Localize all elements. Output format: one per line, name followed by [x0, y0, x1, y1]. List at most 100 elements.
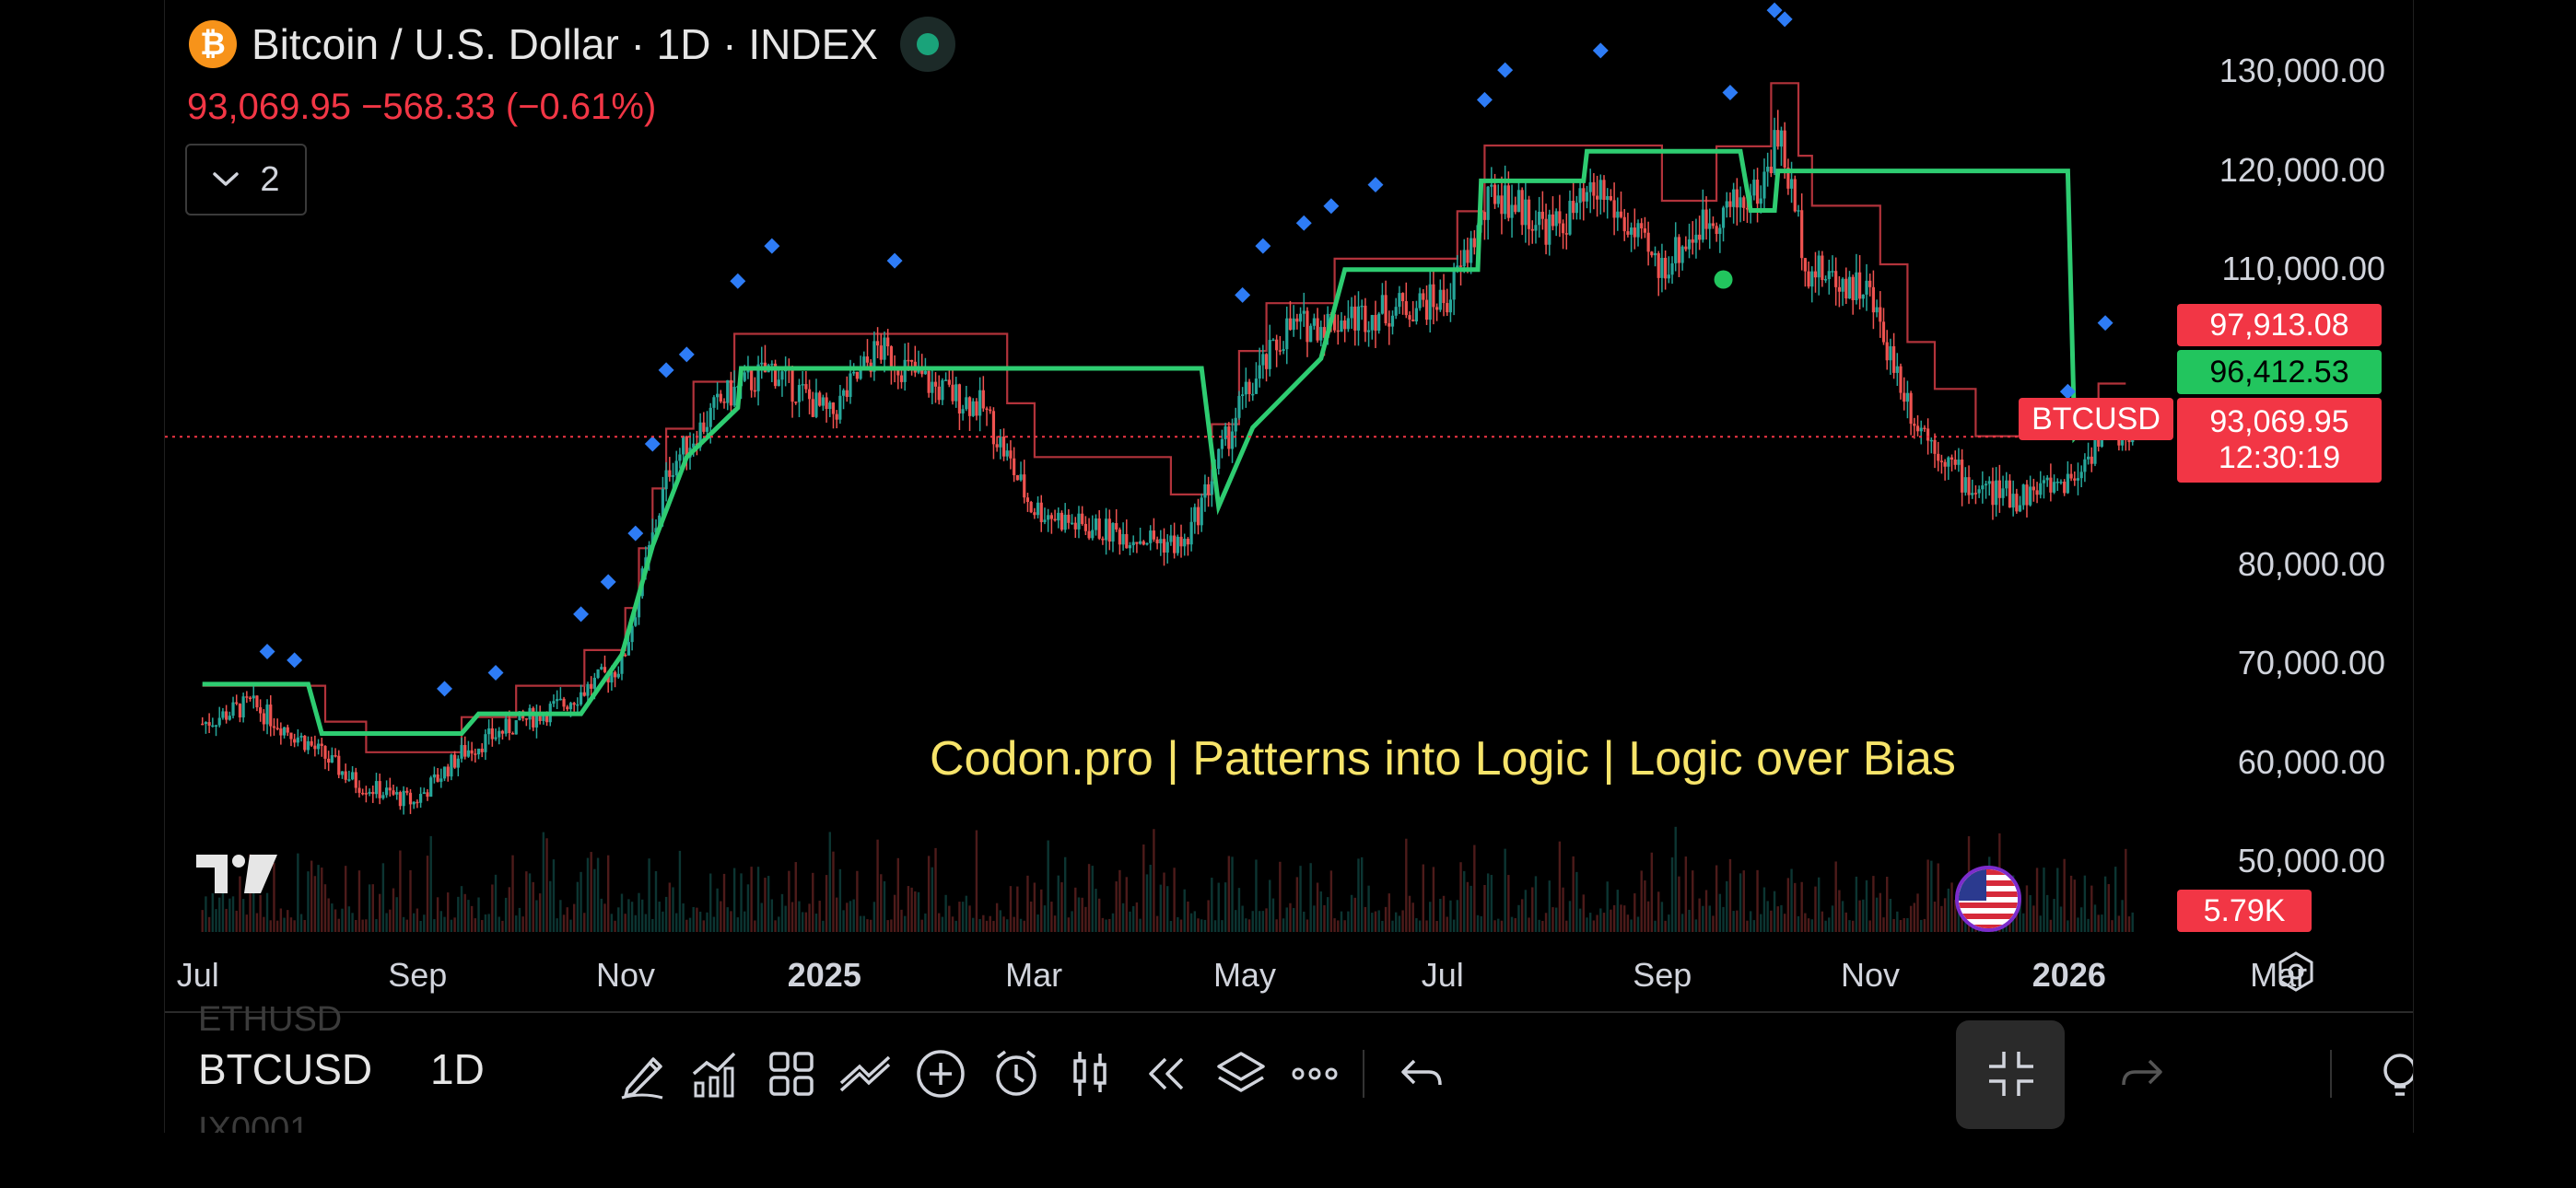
candle-body	[330, 755, 334, 763]
chart-frame[interactable]: ₿ Bitcoin / U.S. Dollar · 1D · INDEX 93,…	[164, 0, 2414, 1133]
volume-bar	[419, 920, 422, 932]
candle-body	[1847, 276, 1852, 299]
volume-bar	[1742, 870, 1745, 932]
candle-body	[668, 470, 672, 477]
volume-bar	[413, 913, 416, 932]
price-chart[interactable]	[165, 0, 2413, 1011]
candle-body	[592, 678, 596, 689]
volume-bar	[876, 839, 879, 932]
symbol-header[interactable]: ₿ Bitcoin / U.S. Dollar · 1D · INDEX	[189, 17, 955, 72]
signal-marker	[600, 574, 616, 590]
volume-bar	[1575, 871, 1578, 932]
volume-bar	[620, 893, 624, 932]
more-icon[interactable]	[1287, 1046, 1342, 1101]
volume-bar	[1384, 906, 1388, 932]
layout-grid-icon[interactable]	[764, 1046, 819, 1101]
volume-bar	[1504, 848, 1506, 932]
volume-bar	[1221, 920, 1224, 932]
candle-body	[374, 781, 379, 795]
candle-body	[886, 337, 890, 347]
volume-bar	[1810, 919, 1813, 932]
volume-bar	[1510, 916, 1514, 932]
candle-body	[1885, 342, 1889, 361]
candle-body	[2039, 483, 2043, 495]
candle-body	[1715, 226, 1718, 235]
volume-bar	[1442, 895, 1446, 932]
candle-body	[347, 779, 351, 781]
candle-body	[313, 745, 317, 750]
volume-bar	[1023, 920, 1025, 932]
undo-icon[interactable]	[1394, 1046, 1449, 1101]
candle-body	[426, 792, 429, 798]
indicators-icon[interactable]	[688, 1046, 744, 1101]
redo-icon[interactable]	[2114, 1046, 2170, 1101]
candle-body	[1520, 190, 1524, 226]
price-axis-label: 70,000.00	[2237, 644, 2385, 682]
chart-settings-icon[interactable]	[2275, 950, 2317, 993]
collapse-icon[interactable]	[1984, 1046, 2039, 1101]
candle-body	[1857, 272, 1862, 299]
volume-bar	[1862, 899, 1865, 932]
candle-body	[1691, 239, 1694, 243]
volume-bar	[767, 876, 770, 932]
volume-bar	[1909, 905, 1913, 932]
volume-bar	[1660, 902, 1664, 932]
alert-icon[interactable]	[989, 1046, 1044, 1101]
volume-bar	[1610, 909, 1612, 932]
candle-body	[2090, 456, 2093, 464]
candle-body	[1755, 180, 1760, 204]
volume-bar	[375, 919, 378, 932]
candle-body	[777, 379, 780, 387]
candle-body	[1510, 204, 1514, 218]
candle-body	[1039, 502, 1043, 522]
volume-bar	[2049, 919, 2053, 932]
volume-bar	[614, 920, 616, 932]
candle-body	[2093, 439, 2097, 464]
candle-body	[933, 381, 938, 387]
candle-body	[1049, 515, 1053, 519]
candle-body	[1657, 252, 1660, 278]
volume-bar	[1821, 911, 1824, 932]
candle-body	[1708, 223, 1712, 229]
price-axis-label: 80,000.00	[2237, 545, 2385, 584]
volume-bar	[1197, 918, 1200, 932]
pencil-icon[interactable]	[615, 1046, 670, 1101]
indicators-toggle-button[interactable]: 2	[185, 144, 307, 215]
candle-body	[801, 384, 804, 386]
volume-bar	[538, 893, 542, 932]
replay-icon[interactable]	[1138, 1046, 1193, 1101]
time-axis-label: May	[1212, 956, 1276, 994]
volume-bar	[1644, 879, 1646, 932]
volume-bar	[583, 913, 586, 932]
candle-body	[1210, 481, 1213, 495]
add-icon[interactable]	[913, 1046, 968, 1101]
chart-type-icon[interactable]	[1062, 1046, 1118, 1101]
hint-icon[interactable]	[2372, 1046, 2414, 1101]
candle-body	[1193, 507, 1197, 522]
candle-body	[572, 703, 576, 705]
symbol-selector[interactable]: BTCUSD	[198, 1045, 373, 1093]
candle-body	[1516, 190, 1521, 213]
volume-bar	[1121, 903, 1125, 932]
volume-bar	[627, 899, 630, 932]
signal-marker	[487, 664, 504, 681]
volume-bar	[1452, 919, 1456, 932]
us-flag-icon[interactable]	[1955, 866, 2021, 932]
volume-bar	[1838, 890, 1841, 932]
layers-icon[interactable]	[1213, 1046, 1269, 1101]
volume-bar	[263, 916, 265, 932]
volume-bar	[334, 909, 337, 932]
volume-bar	[1087, 864, 1091, 932]
volume-bar	[818, 901, 821, 932]
volume-bar	[954, 920, 957, 932]
candle-body	[310, 740, 313, 746]
candle-body	[490, 728, 494, 740]
candle-body	[395, 792, 399, 795]
volume-bar	[1692, 870, 1694, 932]
collapse-button[interactable]	[1956, 1020, 2065, 1129]
candle-body	[1115, 523, 1118, 530]
interval-selector[interactable]: 1D	[430, 1045, 485, 1093]
drawing-tools-icon[interactable]	[837, 1046, 893, 1101]
market-status-icon[interactable]	[899, 17, 955, 72]
candle-body	[1203, 483, 1207, 498]
